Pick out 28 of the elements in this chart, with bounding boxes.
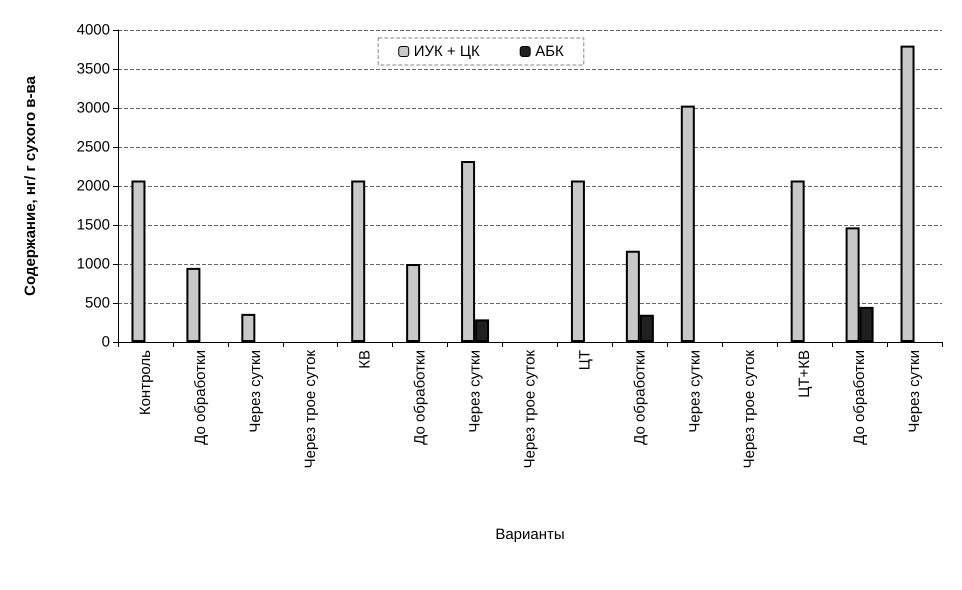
y-tick-label: 4000: [76, 22, 110, 38]
x-tick-label: Через сутки: [246, 350, 264, 433]
x-tick-label: Через трое суток: [302, 350, 319, 468]
y-axis-title: Содержание, нг/ г сухого в-ва: [22, 75, 39, 296]
y-tick-label: 3000: [76, 100, 110, 116]
x-tick-label: Через трое суток: [741, 350, 758, 468]
x-tick-label: До обработки: [412, 350, 429, 445]
legend-label: АБК: [535, 43, 564, 60]
legend-label: ИУК + ЦК: [414, 43, 480, 60]
y-tick-label: 1000: [76, 256, 110, 272]
x-tick-label: До обработки: [631, 350, 648, 445]
y-tick-label: 500: [84, 294, 110, 312]
y-tick-label: 2500: [76, 138, 110, 156]
y-tick-label: 3500: [76, 60, 110, 78]
x-tick-label: ЦТ: [576, 350, 594, 370]
x-tick-label: КВ: [356, 350, 374, 369]
x-tick-label: Контроль: [136, 350, 154, 416]
x-tick-label: До обработки: [192, 350, 209, 445]
y-tick-label: 1500: [76, 216, 110, 234]
x-tick-label: До обработки: [851, 350, 868, 445]
y-tick-label: 0: [102, 334, 110, 350]
x-tick-label: Через сутки: [686, 350, 704, 433]
x-tick-label: Через сутки: [466, 350, 484, 433]
x-tick-label: Через трое суток: [522, 350, 538, 468]
x-tick-label: ЦТ+КВ: [796, 350, 814, 398]
y-tick-label: 2000: [76, 178, 110, 194]
x-axis-title: Варианты: [495, 526, 565, 543]
x-tick-label: Через сутки: [906, 350, 924, 433]
